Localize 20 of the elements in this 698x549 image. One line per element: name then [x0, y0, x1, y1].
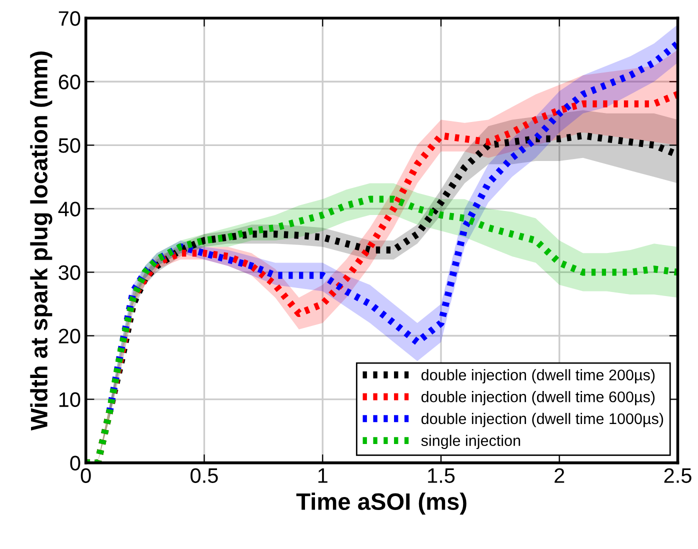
x-tick-label: 1.5: [428, 468, 455, 483]
y-tick-label: 60: [58, 74, 80, 90]
x-tick-label: 2: [554, 468, 564, 483]
x-tick-label: 2.5: [664, 468, 692, 483]
x-axis-title: Time aSOI (ms): [296, 492, 466, 515]
legend-label: double injection (dwell time 600µs): [421, 391, 655, 406]
legend-label: double injection (dwell time 1000µs): [421, 412, 664, 428]
y-tick-label: 30: [58, 265, 80, 280]
legend-label: double injection (dwell time 200µs): [421, 369, 655, 384]
y-tick-label: 20: [58, 328, 80, 344]
y-tick-label: 50: [58, 138, 80, 153]
y-tick-label: 10: [59, 392, 80, 408]
y-tick-label: 40: [58, 202, 80, 216]
legend-label: single injection: [421, 434, 520, 450]
x-tick-label: 0: [80, 468, 91, 483]
x-tick-label: 0.5: [190, 468, 218, 483]
y-axis-title: Width at spark plug location (mm): [30, 52, 52, 431]
y-tick-label: 0: [70, 456, 80, 471]
x-tick-label: 1: [318, 468, 328, 483]
y-tick-label: 70: [58, 11, 80, 26]
